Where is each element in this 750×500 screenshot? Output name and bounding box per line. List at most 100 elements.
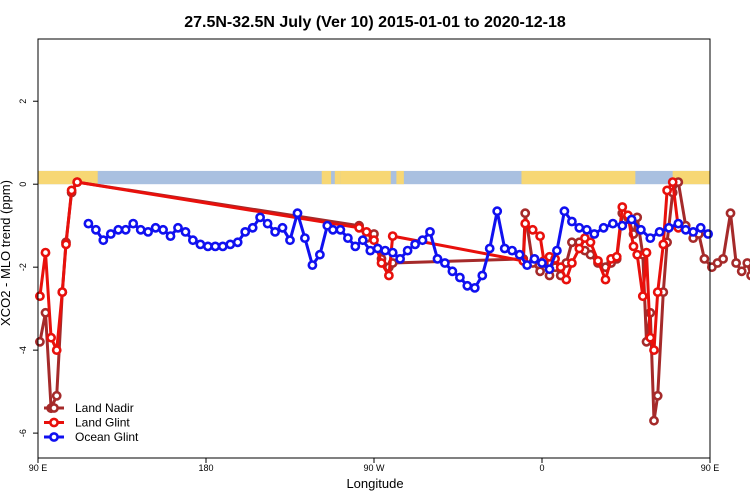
- ocean-glint-point: [462, 280, 473, 291]
- land-glint-point: [369, 235, 379, 246]
- ocean-glint-point: [522, 260, 532, 270]
- ocean-glint-point: [544, 264, 555, 275]
- ocean-glint-point: [232, 237, 243, 248]
- ocean-glint-point: [299, 233, 310, 243]
- x-tick-label: 0: [539, 463, 544, 473]
- ocean-glint-point: [514, 249, 525, 260]
- land-glint-point: [361, 226, 372, 237]
- legend-item-ocean-glint: Ocean Glint: [44, 430, 139, 444]
- land-nadir-point: [535, 266, 545, 277]
- ocean-glint-point: [447, 266, 458, 277]
- land-glint-point: [574, 243, 585, 254]
- land-glint-point: [40, 247, 51, 258]
- series-land-nadir: [35, 177, 750, 426]
- land-band-segment: [38, 170, 98, 185]
- x-tick-label: 90 W: [363, 463, 385, 473]
- ocean-glint-point: [402, 245, 413, 256]
- land-glint-point: [641, 247, 652, 258]
- land-glint-point: [383, 270, 394, 281]
- land-nadir-point: [731, 258, 741, 268]
- land-glint-point: [72, 177, 83, 187]
- land-band-segment: [340, 170, 391, 185]
- ocean-glint-point: [307, 260, 318, 270]
- ocean-glint-point: [645, 233, 656, 243]
- ocean-glint-point: [128, 218, 139, 229]
- chart-title: 27.5N-32.5N July (Ver 10) 2015-01-01 to …: [184, 14, 566, 31]
- land-glint-point: [555, 262, 566, 273]
- ocean-glint-point: [350, 241, 361, 252]
- ocean-glint-point: [187, 235, 198, 246]
- y-axis: -6 -4 -2 0 2: [18, 99, 38, 437]
- ocean-glint-point: [372, 243, 383, 254]
- land-glint-point: [662, 185, 672, 196]
- ocean-glint-point: [439, 258, 450, 268]
- land-nadir-point: [51, 390, 62, 401]
- ocean-glint-point: [703, 229, 713, 239]
- land-glint-point: [520, 218, 531, 229]
- y-tick-label: -2: [18, 263, 28, 271]
- land-glint-point: [61, 239, 71, 250]
- ocean-glint-point: [425, 226, 435, 237]
- ocean-glint-point: [529, 253, 540, 264]
- land-glint-point: [387, 231, 398, 241]
- land-glint-point: [652, 287, 663, 297]
- land-glint-point: [51, 345, 62, 355]
- ocean-glint-point: [598, 222, 609, 233]
- land-glint-line: [38, 180, 680, 352]
- land-glint-point: [561, 274, 572, 285]
- land-band-segment: [334, 170, 341, 185]
- ocean-glint-point: [581, 224, 592, 235]
- ocean-glint-point: [120, 224, 131, 235]
- land-nadir-point: [35, 336, 45, 347]
- land-glint-point: [632, 249, 643, 260]
- ocean-glint-point: [617, 220, 628, 231]
- ocean-glint-point: [285, 235, 295, 246]
- land-glint-point: [567, 258, 577, 268]
- land-glint-point: [628, 241, 639, 252]
- ocean-glint-point: [105, 229, 116, 239]
- legend-label: Land Nadir: [75, 401, 134, 415]
- ocean-glint-point: [432, 253, 443, 264]
- series-layer: [35, 177, 750, 426]
- ocean-glint-point: [335, 224, 346, 235]
- legend-marker: [49, 417, 59, 428]
- land-glint-point: [354, 222, 364, 233]
- land-glint-point: [376, 258, 387, 268]
- ocean-glint-point: [395, 253, 405, 264]
- land-glint-point: [600, 274, 611, 285]
- ocean-glint-point: [270, 226, 280, 237]
- y-tick-label: 2: [18, 99, 28, 104]
- ocean-glint-point: [173, 222, 183, 233]
- land-nadir-point: [699, 253, 710, 264]
- ocean-glint-point: [357, 235, 368, 246]
- ocean-glint-point: [91, 224, 101, 235]
- y-axis-title: XCO2 - MLO trend (ppm): [0, 180, 13, 326]
- legend-item-land-glint: Land Glint: [44, 416, 130, 430]
- ocean-glint-point: [654, 226, 665, 237]
- land-nadir-point: [742, 258, 750, 268]
- legend-item-land-nadir: Land Nadir: [44, 401, 134, 415]
- ocean-glint-point: [410, 239, 420, 250]
- ocean-glint-point: [469, 282, 480, 293]
- y-tick-label: 0: [18, 182, 28, 187]
- ocean-glint-point: [255, 212, 265, 223]
- legend-marker: [49, 403, 59, 413]
- ocean-glint-point: [537, 258, 547, 268]
- y-tick-label: -4: [18, 346, 28, 354]
- ocean-glint-point: [636, 224, 646, 235]
- ocean-glint-point: [664, 222, 674, 233]
- land-band-segment: [396, 170, 404, 185]
- y-tick-label: -6: [18, 429, 28, 437]
- ocean-glint-point: [143, 226, 153, 237]
- land-glint-point: [57, 287, 68, 297]
- land-glint-point: [593, 255, 603, 266]
- ocean-glint-point: [673, 218, 684, 229]
- x-axis-title: Longitude: [346, 476, 403, 491]
- land-glint-point: [617, 202, 628, 212]
- series-ocean-glint: [83, 206, 713, 293]
- ocean-glint-point: [626, 214, 637, 225]
- land-glint-point: [585, 237, 596, 248]
- x-tick-label: 90 E: [701, 463, 720, 473]
- ocean-glint-point: [327, 224, 338, 235]
